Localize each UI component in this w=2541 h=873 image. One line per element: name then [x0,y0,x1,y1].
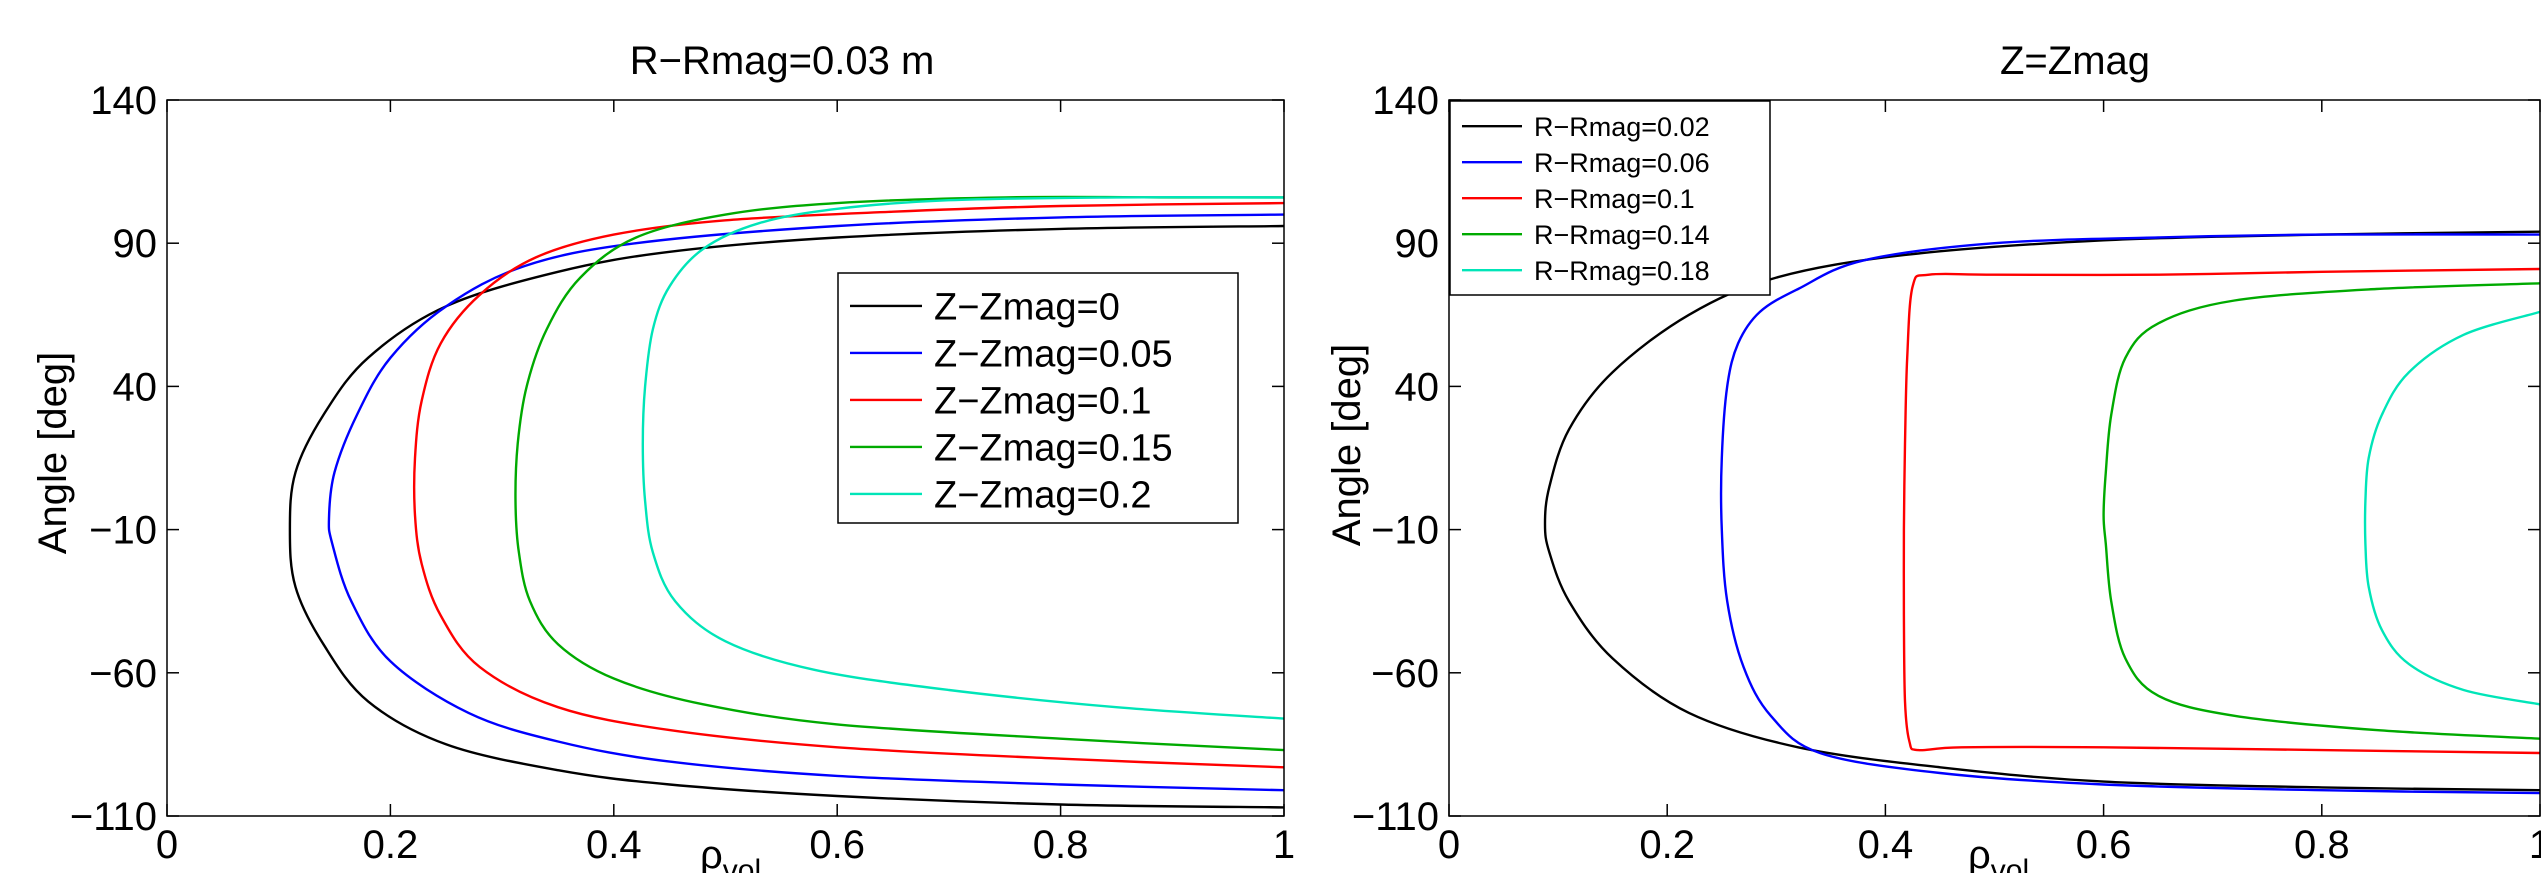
left-y-tick-label: −10 [89,509,157,553]
left-legend-label: Z−Zmag=0.05 [934,334,1173,376]
right-legend-label: R−Rmag=0.1 [1534,184,1695,214]
right-series-line [1543,230,2541,792]
right-y-tick-label: 90 [1395,222,1440,266]
right-legend-label: R−Rmag=0.18 [1534,256,1710,286]
left-x-tick-label: 0.2 [363,823,419,867]
right-legend: R−Rmag=0.02 R−Rmag=0.06 R−Rmag=0.1 R−Rmag=0… [1449,100,1771,296]
left-legend-label: Z−Zmag=0 [934,287,1120,329]
left-y-axis-label: Angle [deg] [31,352,75,554]
left-chart-panel: R−Rmag=0.03 m Angle [deg] ρvol 0 0.2 0.4 0.… [31,39,1295,873]
left-x-tick-label: 0.6 [809,823,865,867]
right-x-axis-label-sub: vol [1991,854,2029,873]
left-y-tick-label: −60 [89,652,157,696]
right-y-axis-label: Angle [deg] [1325,344,1369,546]
right-legend-label: R−Rmag=0.06 [1534,148,1710,178]
right-series-lines [1543,230,2541,795]
right-x-tick-label: 0.6 [2076,823,2132,867]
right-x-tick-label: 0 [1438,823,1460,867]
left-y-tick-label: 40 [113,365,158,409]
left-series-line [327,213,1285,792]
left-x-tick-label: 1 [1273,823,1295,867]
right-plot-frame [1448,99,2541,817]
right-legend-label: R−Rmag=0.14 [1534,220,1710,250]
left-chart-title: R−Rmag=0.03 m [630,39,935,83]
left-y-tick-label: 90 [113,222,158,266]
right-y-tick-label: 40 [1395,365,1440,409]
left-axis-ticks: 0 0.2 0.4 0.6 0.8 1 −110 −60 −10 40 90 140 [70,79,1295,867]
right-x-tick-label: 0.4 [1858,823,1914,867]
right-x-tick-label: 1 [2529,823,2541,867]
left-series-lines [288,195,1285,809]
left-x-axis-label-sub: vol [723,854,761,873]
right-x-tick-label: 0.8 [2294,823,2350,867]
left-series-line [288,224,1285,809]
left-x-axis-label-main: ρ [700,833,723,873]
right-legend-label: R−Rmag=0.02 [1534,112,1710,142]
left-series-line [412,201,1285,769]
left-x-tick-label: 0.4 [586,823,642,867]
left-legend: Z−Zmag=0 Z−Zmag=0.05 Z−Zmag=0.1 Z−Zmag=0.15… [837,272,1239,524]
left-plot-frame [166,99,1285,817]
left-x-tick-label: 0 [156,823,178,867]
left-y-tick-label: 140 [90,79,157,123]
right-y-tick-label: −10 [1371,509,1439,553]
left-series-line [641,195,1285,720]
left-x-axis-label: ρvol [700,833,761,873]
left-legend-box [837,272,1239,524]
right-series-line [2102,282,2541,740]
right-x-tick-label: 0.2 [1639,823,1695,867]
right-y-tick-label: −110 [1352,795,1439,839]
right-axis-ticks: 0 0.2 0.4 0.6 0.8 1 −110 −60 −10 40 90 140 [1352,79,2541,867]
left-legend-label: Z−Zmag=0.2 [934,475,1152,517]
left-x-tick-label: 0.8 [1033,823,1089,867]
right-x-axis-label: ρvol [1968,833,2029,873]
right-chart-title: Z=Zmag [2000,39,2150,83]
left-y-tick-label: −110 [70,795,157,839]
left-series-line [514,195,1285,752]
right-series-line [1902,267,2541,755]
right-series-line [1719,233,2541,795]
left-legend-label: Z−Zmag=0.15 [934,428,1173,470]
right-y-tick-label: 140 [1372,79,1439,123]
left-legend-label: Z−Zmag=0.1 [934,381,1152,423]
right-chart-panel: Z=Zmag Angle [deg] ρvol 0 0.2 0.4 0.6 0.8 1 −1… [1325,39,2541,873]
right-series-line [2363,310,2541,706]
right-x-axis-label-main: ρ [1968,833,1991,873]
right-y-tick-label: −60 [1371,652,1439,696]
